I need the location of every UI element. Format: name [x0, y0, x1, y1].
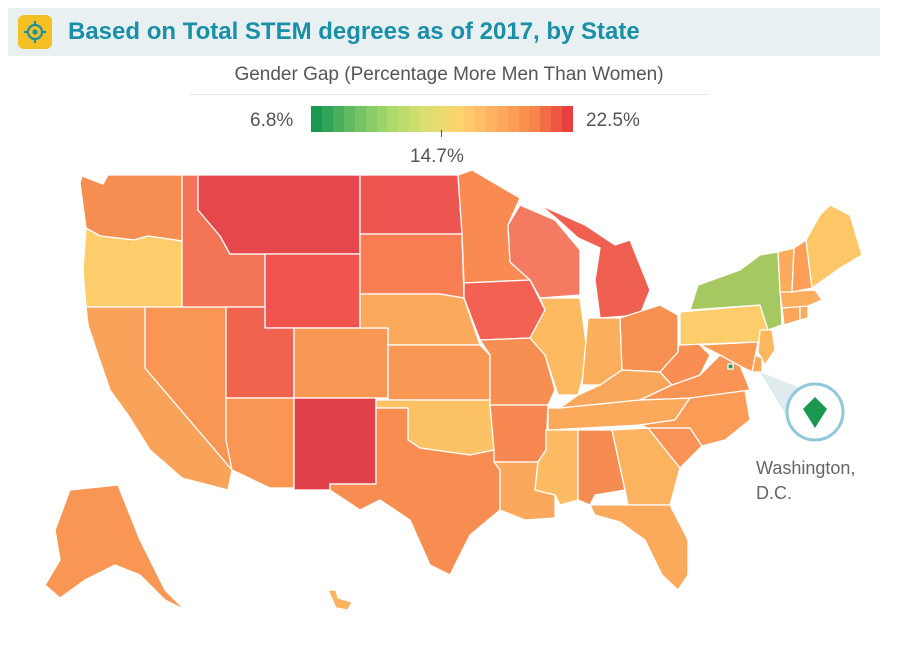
color-scale-step — [507, 106, 519, 132]
color-scale-step — [474, 106, 486, 132]
state-OR[interactable] — [82, 227, 183, 308]
state-RI[interactable] — [799, 305, 809, 321]
color-scale-step — [354, 106, 366, 132]
state-ME[interactable] — [805, 204, 863, 289]
color-scale-step — [496, 106, 508, 132]
color-scale-step — [398, 106, 410, 132]
color-scale-step — [311, 106, 322, 132]
header-bar: Based on Total STEM degrees as of 2017, … — [8, 8, 880, 56]
legend-max-label: 22.5% — [586, 110, 640, 131]
color-scale-step — [431, 106, 443, 132]
color-scale-step — [518, 106, 530, 132]
color-scale-step — [540, 106, 552, 132]
color-scale-step — [562, 106, 574, 132]
state-SD[interactable] — [359, 233, 465, 299]
legend-mid-tick — [441, 130, 442, 137]
state-AK[interactable] — [44, 484, 186, 611]
color-scale-step — [463, 106, 475, 132]
state-HI[interactable] — [327, 589, 353, 611]
dc-shape-icon — [803, 397, 827, 428]
state-MD[interactable] — [699, 341, 759, 373]
state-CT[interactable] — [781, 305, 801, 326]
state-CO[interactable] — [293, 327, 389, 399]
color-scale-step — [376, 106, 388, 132]
color-scale-bar — [311, 106, 574, 132]
dc-label-line1: Washington, — [756, 458, 856, 478]
state-VT[interactable] — [777, 247, 795, 293]
color-scale-step — [321, 106, 333, 132]
color-scale-step — [409, 106, 421, 132]
state-NM[interactable] — [293, 397, 377, 491]
state-IL[interactable] — [529, 297, 589, 396]
target-icon — [18, 15, 52, 49]
state-AZ[interactable] — [225, 397, 295, 489]
state-DC[interactable] — [727, 363, 734, 370]
color-scale-step — [420, 106, 432, 132]
state-FL[interactable] — [589, 504, 689, 591]
legend-min-label: 6.8% — [250, 110, 294, 131]
color-scale-step — [332, 106, 344, 132]
state-MA[interactable] — [779, 289, 823, 309]
color-scale-step — [365, 106, 377, 132]
dc-label-line2: D.C. — [756, 483, 792, 503]
page-title: Based on Total STEM degrees as of 2017, … — [68, 18, 640, 45]
divider — [190, 94, 708, 95]
color-scale-step — [387, 106, 399, 132]
state-IA[interactable] — [463, 279, 546, 341]
color-scale-step — [442, 106, 453, 132]
state-TX[interactable] — [329, 407, 501, 576]
color-scale-step — [529, 106, 541, 132]
color-scale-step — [551, 106, 563, 132]
color-scale-step — [343, 106, 355, 132]
dc-callout-label: Washington, D.C. — [756, 456, 855, 506]
state-NC[interactable] — [639, 389, 751, 447]
color-scale-step — [485, 106, 497, 132]
state-VA[interactable] — [639, 354, 751, 401]
legend-mid-label: 14.7% — [410, 146, 464, 167]
state-WV[interactable] — [659, 334, 711, 386]
state-WA[interactable] — [79, 174, 183, 242]
legend-title: Gender Gap (Percentage More Men Than Wom… — [234, 64, 664, 85]
state-PA[interactable] — [679, 304, 769, 346]
state-WY[interactable] — [264, 253, 361, 329]
state-ND[interactable] — [359, 174, 463, 235]
state-AR[interactable] — [489, 404, 549, 463]
state-KS[interactable] — [387, 344, 491, 401]
state-NJ[interactable] — [757, 329, 776, 366]
color-scale-step — [452, 106, 464, 132]
